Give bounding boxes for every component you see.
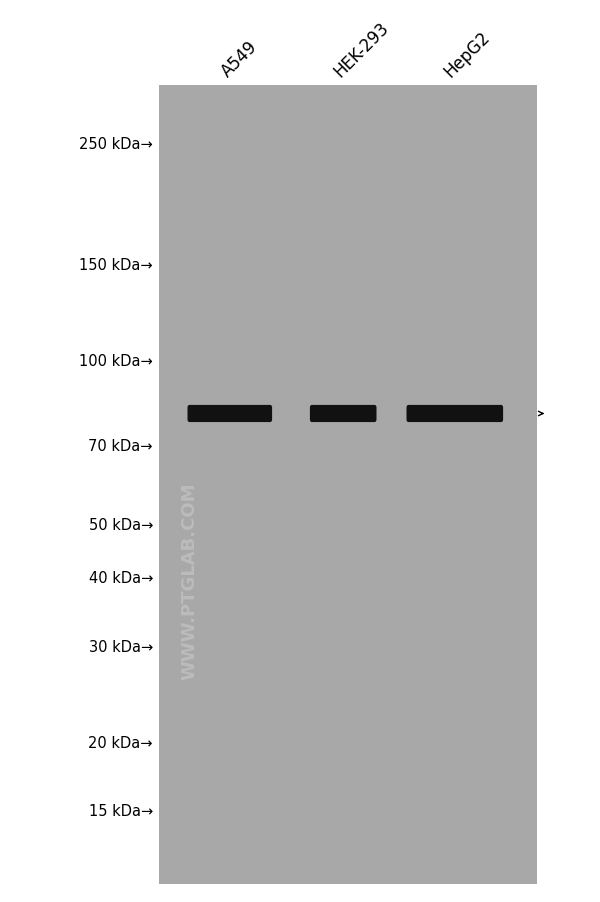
FancyBboxPatch shape <box>407 406 503 423</box>
Text: 15 kDa→: 15 kDa→ <box>89 803 153 818</box>
Text: 40 kDa→: 40 kDa→ <box>89 571 153 585</box>
Text: 50 kDa→: 50 kDa→ <box>89 518 153 533</box>
Text: 150 kDa→: 150 kDa→ <box>79 258 153 272</box>
Text: 70 kDa→: 70 kDa→ <box>89 438 153 453</box>
Text: A549: A549 <box>218 38 262 81</box>
Text: 100 kDa→: 100 kDa→ <box>79 354 153 369</box>
FancyBboxPatch shape <box>187 406 272 423</box>
Text: HEK-293: HEK-293 <box>331 19 392 81</box>
Text: WWW.PTGLAB.COM: WWW.PTGLAB.COM <box>180 482 198 679</box>
Bar <box>159 86 537 884</box>
FancyBboxPatch shape <box>310 406 377 423</box>
Text: 250 kDa→: 250 kDa→ <box>79 137 153 152</box>
Text: 20 kDa→: 20 kDa→ <box>89 735 153 750</box>
Text: HepG2: HepG2 <box>440 28 493 81</box>
Text: 30 kDa→: 30 kDa→ <box>89 639 153 654</box>
